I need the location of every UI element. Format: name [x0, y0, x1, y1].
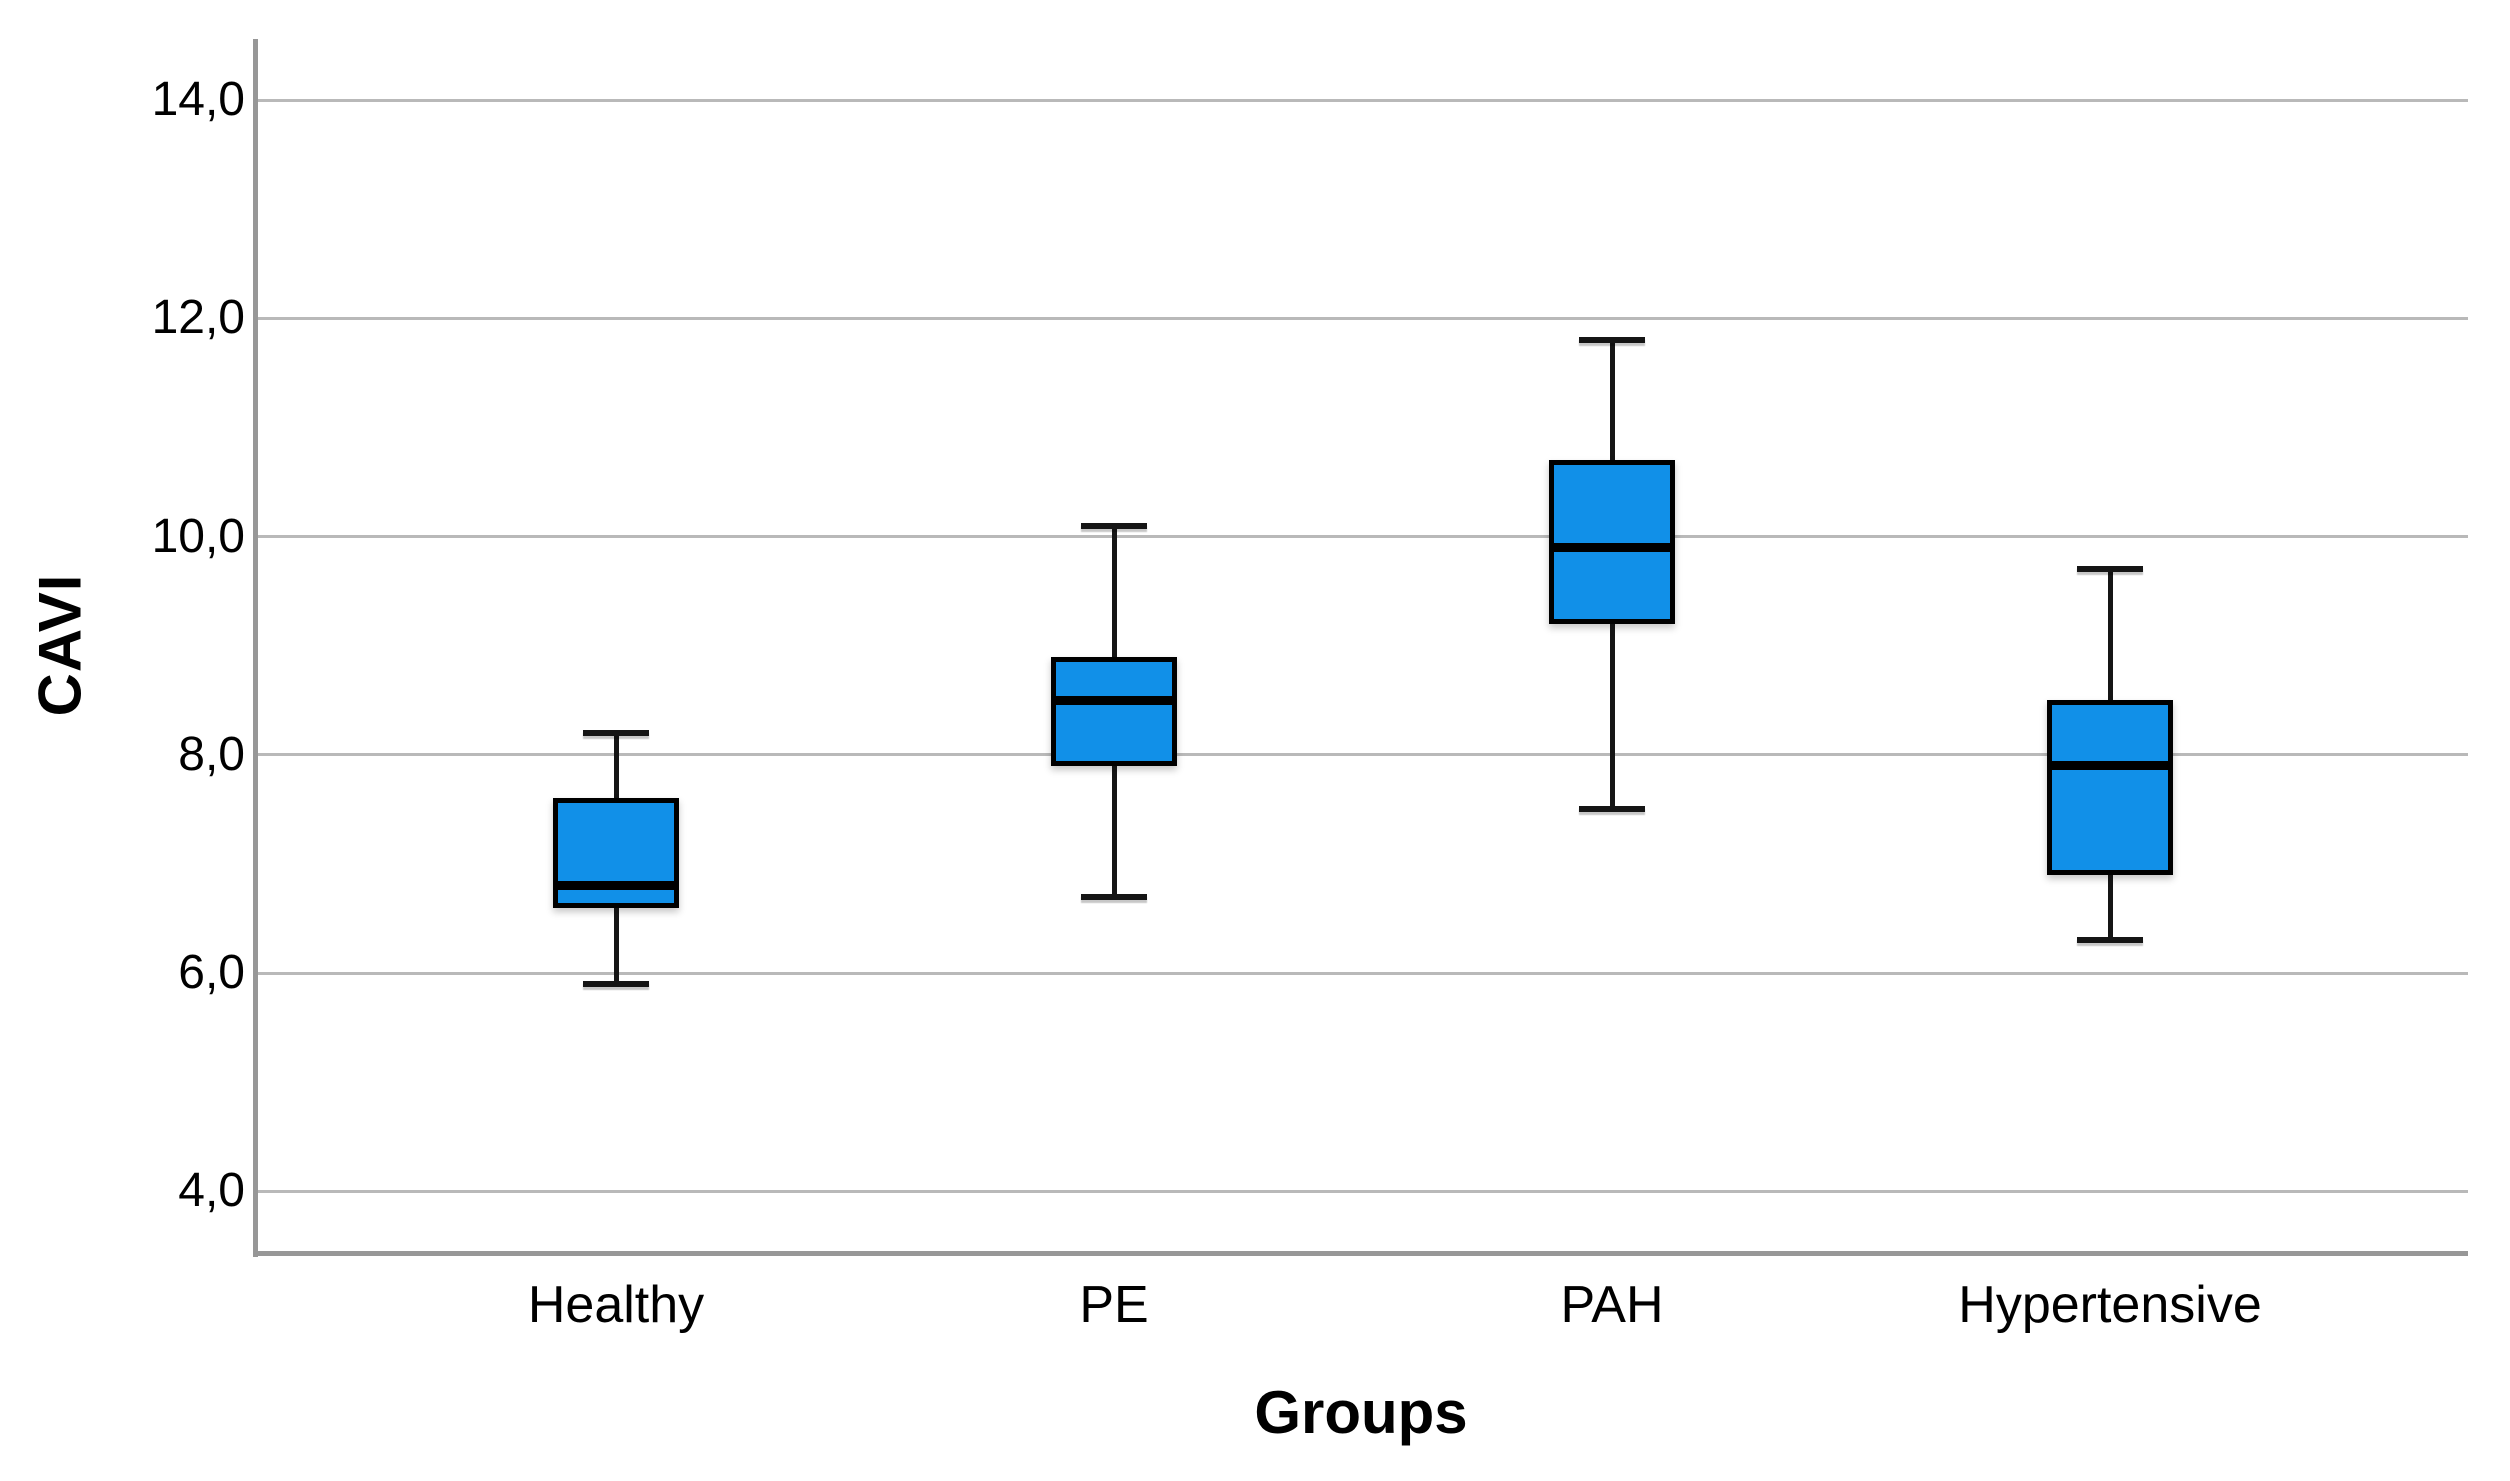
whisker-line-upper	[1111, 525, 1117, 657]
median-line	[2047, 761, 2173, 771]
y-gridline	[255, 1189, 2468, 1193]
whisker-cap-lower	[583, 980, 649, 987]
box-healthy	[553, 798, 679, 908]
y-tick-label: 4,0	[178, 1164, 245, 1218]
median-line	[1051, 695, 1177, 705]
box-pah	[1549, 460, 1675, 624]
box-pe	[1051, 656, 1177, 766]
whisker-line-lower	[613, 907, 619, 984]
whisker-cap-upper	[1081, 522, 1147, 529]
y-axis-line	[253, 39, 258, 1257]
y-gridline	[255, 98, 2468, 102]
y-tick-label: 6,0	[178, 946, 245, 1000]
whisker-line-upper	[2107, 569, 2113, 701]
y-tick-label: 8,0	[178, 727, 245, 781]
y-tick-label: 10,0	[151, 509, 245, 563]
y-gridline	[255, 316, 2468, 320]
y-axis-title: CAVI	[26, 573, 94, 717]
whisker-line-lower	[1111, 765, 1117, 897]
whisker-cap-upper	[1579, 337, 1645, 344]
x-category-label: PAH	[1560, 1276, 1664, 1334]
x-category-label: Healthy	[527, 1276, 705, 1334]
y-gridline	[255, 753, 2468, 757]
y-tick-label: 12,0	[151, 291, 245, 345]
y-gridline	[255, 535, 2468, 539]
whisker-cap-upper	[583, 729, 649, 736]
x-category-label: Hypertensive	[1958, 1276, 2262, 1334]
x-category-label: PE	[1079, 1276, 1149, 1334]
whisker-line-lower	[1609, 623, 1615, 810]
y-tick-label: 14,0	[151, 73, 245, 126]
whisker-line-upper	[1609, 340, 1615, 461]
whisker-cap-upper	[2077, 566, 2143, 573]
box-hypertensive	[2047, 700, 2173, 875]
y-gridline	[255, 971, 2468, 975]
x-axis-line	[253, 1251, 2468, 1256]
median-line	[1549, 542, 1675, 552]
median-line	[553, 881, 679, 891]
whisker-line-lower	[2107, 874, 2113, 941]
whisker-cap-lower	[1579, 806, 1645, 813]
whisker-line-upper	[613, 732, 619, 799]
x-axis-title: Groups	[1254, 1379, 1468, 1446]
whisker-cap-lower	[2077, 937, 2143, 944]
whisker-cap-lower	[1081, 893, 1147, 900]
